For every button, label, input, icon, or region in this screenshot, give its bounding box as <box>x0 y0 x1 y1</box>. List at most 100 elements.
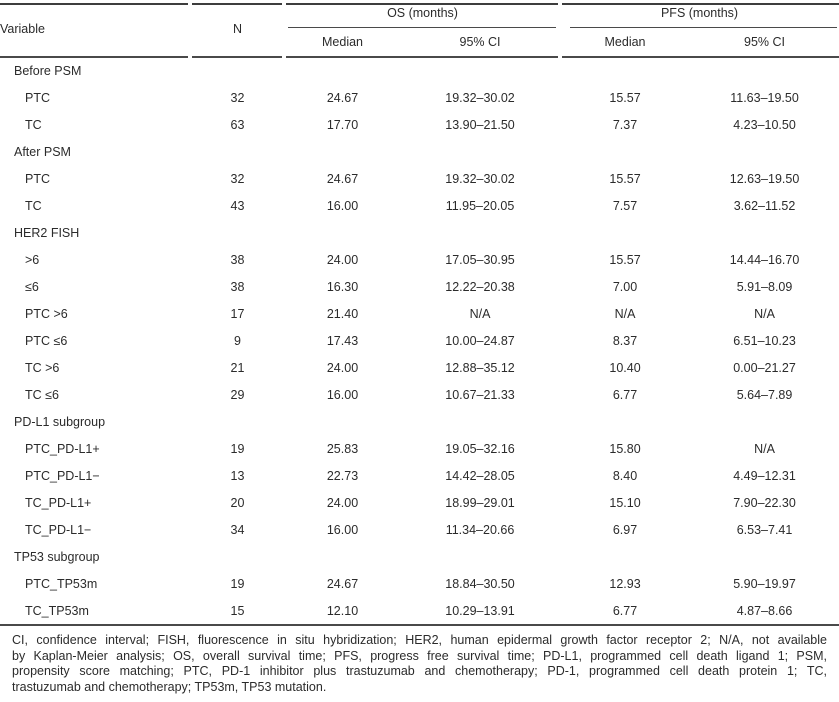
cell-n: 32 <box>230 171 245 186</box>
cell-os-ci <box>400 138 560 165</box>
cell-os-ci: 17.05–30.95 <box>445 252 515 267</box>
cell-n: 21 <box>230 360 245 375</box>
cell-n: 63 <box>230 117 245 132</box>
header-bottom-rule-segment <box>192 56 282 58</box>
cell-pfs-ci: N/A <box>754 441 775 456</box>
data-row: PTC_TP53m 19 24.67 18.84–30.50 12.93 5.90–19.… <box>0 570 839 597</box>
cell-variable: TP53 subgroup <box>14 549 100 564</box>
col-header-os-ci: 95% CI <box>459 34 501 49</box>
cell-n: 32 <box>230 90 245 105</box>
cell-os-median: 16.00 <box>326 522 359 537</box>
cell-pfs-ci: 4.23–10.50 <box>733 117 796 132</box>
cell-pfs-ci <box>690 57 839 84</box>
cell-pfs-median: 7.57 <box>612 198 638 213</box>
cell-os-ci: 12.22–20.38 <box>445 279 515 294</box>
cell-os-median: 24.00 <box>326 360 359 375</box>
data-row: TC_TP53m 15 12.10 10.29–13.91 6.77 4.87–8.66 <box>0 597 839 624</box>
cell-pfs-median: 15.57 <box>609 90 641 105</box>
cell-pfs-median: 6.77 <box>612 387 638 402</box>
cell-os-median: 24.00 <box>326 495 359 510</box>
cell-variable: Before PSM <box>14 63 82 78</box>
cell-os-median: 22.73 <box>326 468 359 483</box>
cell-os-median <box>285 57 400 84</box>
footnote-line: propensity score matching; PTC, PD-1 inh… <box>12 664 827 678</box>
cell-pfs-ci <box>690 219 839 246</box>
cell-pfs-median <box>560 138 690 165</box>
cell-n: 20 <box>230 495 245 510</box>
col-header-n: N <box>232 21 243 36</box>
cell-variable: TC_TP53m <box>25 603 89 618</box>
cell-pfs-ci: 5.91–8.09 <box>736 279 793 294</box>
cell-os-ci: 12.88–35.12 <box>445 360 515 375</box>
cell-os-median: 16.30 <box>326 279 359 294</box>
cell-pfs-ci <box>690 138 839 165</box>
cell-pfs-median: 8.40 <box>612 468 638 483</box>
cell-n: 19 <box>230 441 245 456</box>
cell-pfs-ci: 11.63–19.50 <box>730 90 799 105</box>
cell-os-median: 17.70 <box>326 117 359 132</box>
top-rule-segment <box>192 3 282 5</box>
top-rule-segment <box>0 3 188 5</box>
cell-os-median: 24.00 <box>326 252 359 267</box>
cell-pfs-median: 15.10 <box>609 495 641 510</box>
cell-pfs-median <box>560 408 690 435</box>
cell-n: 43 <box>230 198 245 213</box>
cell-os-median: 16.00 <box>326 387 359 402</box>
data-row: TC ≤6 29 16.00 10.67–21.33 6.77 5.64–7.89 <box>0 381 839 408</box>
cell-variable: PTC_TP53m <box>25 576 98 591</box>
cell-pfs-ci: 14.44–16.70 <box>729 252 800 267</box>
header-row-sub: Median 95% CI Median 95% CI <box>0 26 839 57</box>
cell-variable: PTC ≤6 <box>25 333 68 348</box>
section-row: HER2 FISH <box>0 219 839 246</box>
cell-n: 38 <box>230 279 245 294</box>
cell-variable: ≤6 <box>25 279 39 294</box>
cell-os-ci: 10.00–24.87 <box>445 333 515 348</box>
cell-os-median: 17.43 <box>326 333 359 348</box>
col-header-variable: Variable <box>0 21 45 36</box>
cell-n <box>190 543 285 570</box>
cell-os-ci: 19.32–30.02 <box>445 171 515 186</box>
cell-os-ci: 18.99–29.01 <box>445 495 515 510</box>
table-bottom-rule <box>0 624 839 626</box>
cell-pfs-ci: N/A <box>754 306 775 321</box>
data-row: TC >6 21 24.00 12.88–35.12 10.40 0.00–21.27 <box>0 354 839 381</box>
cell-os-median: 25.83 <box>326 441 359 456</box>
cell-n: 17 <box>230 306 245 321</box>
table-footnote: CI, confidence interval; FISH, fluoresce… <box>12 633 827 695</box>
col-group-pfs: PFS (months) <box>660 6 739 20</box>
cell-pfs-median: 10.40 <box>609 360 641 375</box>
cell-pfs-median: N/A <box>614 306 636 321</box>
cell-n: 13 <box>230 468 245 483</box>
cell-pfs-ci <box>690 408 839 435</box>
cell-variable: TC_PD-L1− <box>25 522 92 537</box>
cell-variable: HER2 FISH <box>14 225 80 240</box>
cell-variable: TC >6 <box>25 360 60 375</box>
cell-pfs-median: 15.57 <box>609 252 641 267</box>
cell-variable: PTC_PD-L1+ <box>25 441 100 456</box>
data-row: >6 38 24.00 17.05–30.95 15.57 14.44–16.70 <box>0 246 839 273</box>
top-rule-segment <box>562 3 839 5</box>
col-header-pfs-ci: 95% CI <box>744 34 786 49</box>
cell-os-ci: 13.90–21.50 <box>445 117 515 132</box>
os-group-underline <box>288 27 556 28</box>
cell-variable: TC <box>25 117 42 132</box>
cell-n: 15 <box>230 603 245 618</box>
cell-os-median <box>285 408 400 435</box>
data-row: TC_PD-L1+ 20 24.00 18.99–29.01 15.10 7.90–22.… <box>0 489 839 516</box>
pfs-group-underline <box>570 27 837 28</box>
header-bottom-rule-segment <box>562 56 839 58</box>
cell-variable: PTC <box>25 171 50 186</box>
cell-os-ci: 10.67–21.33 <box>445 387 515 402</box>
cell-n: 38 <box>230 252 245 267</box>
cell-pfs-median <box>560 219 690 246</box>
cell-pfs-ci: 7.90–22.30 <box>733 495 796 510</box>
cell-os-median: 24.67 <box>326 171 359 186</box>
cell-os-ci <box>400 543 560 570</box>
cell-os-ci: 18.84–30.50 <box>445 576 515 591</box>
cell-pfs-ci: 5.64–7.89 <box>736 387 793 402</box>
cell-os-median: 12.10 <box>326 603 359 618</box>
cell-pfs-median: 12.93 <box>609 576 641 591</box>
cell-pfs-median: 6.77 <box>612 603 638 618</box>
cell-variable: PTC <box>25 90 50 105</box>
